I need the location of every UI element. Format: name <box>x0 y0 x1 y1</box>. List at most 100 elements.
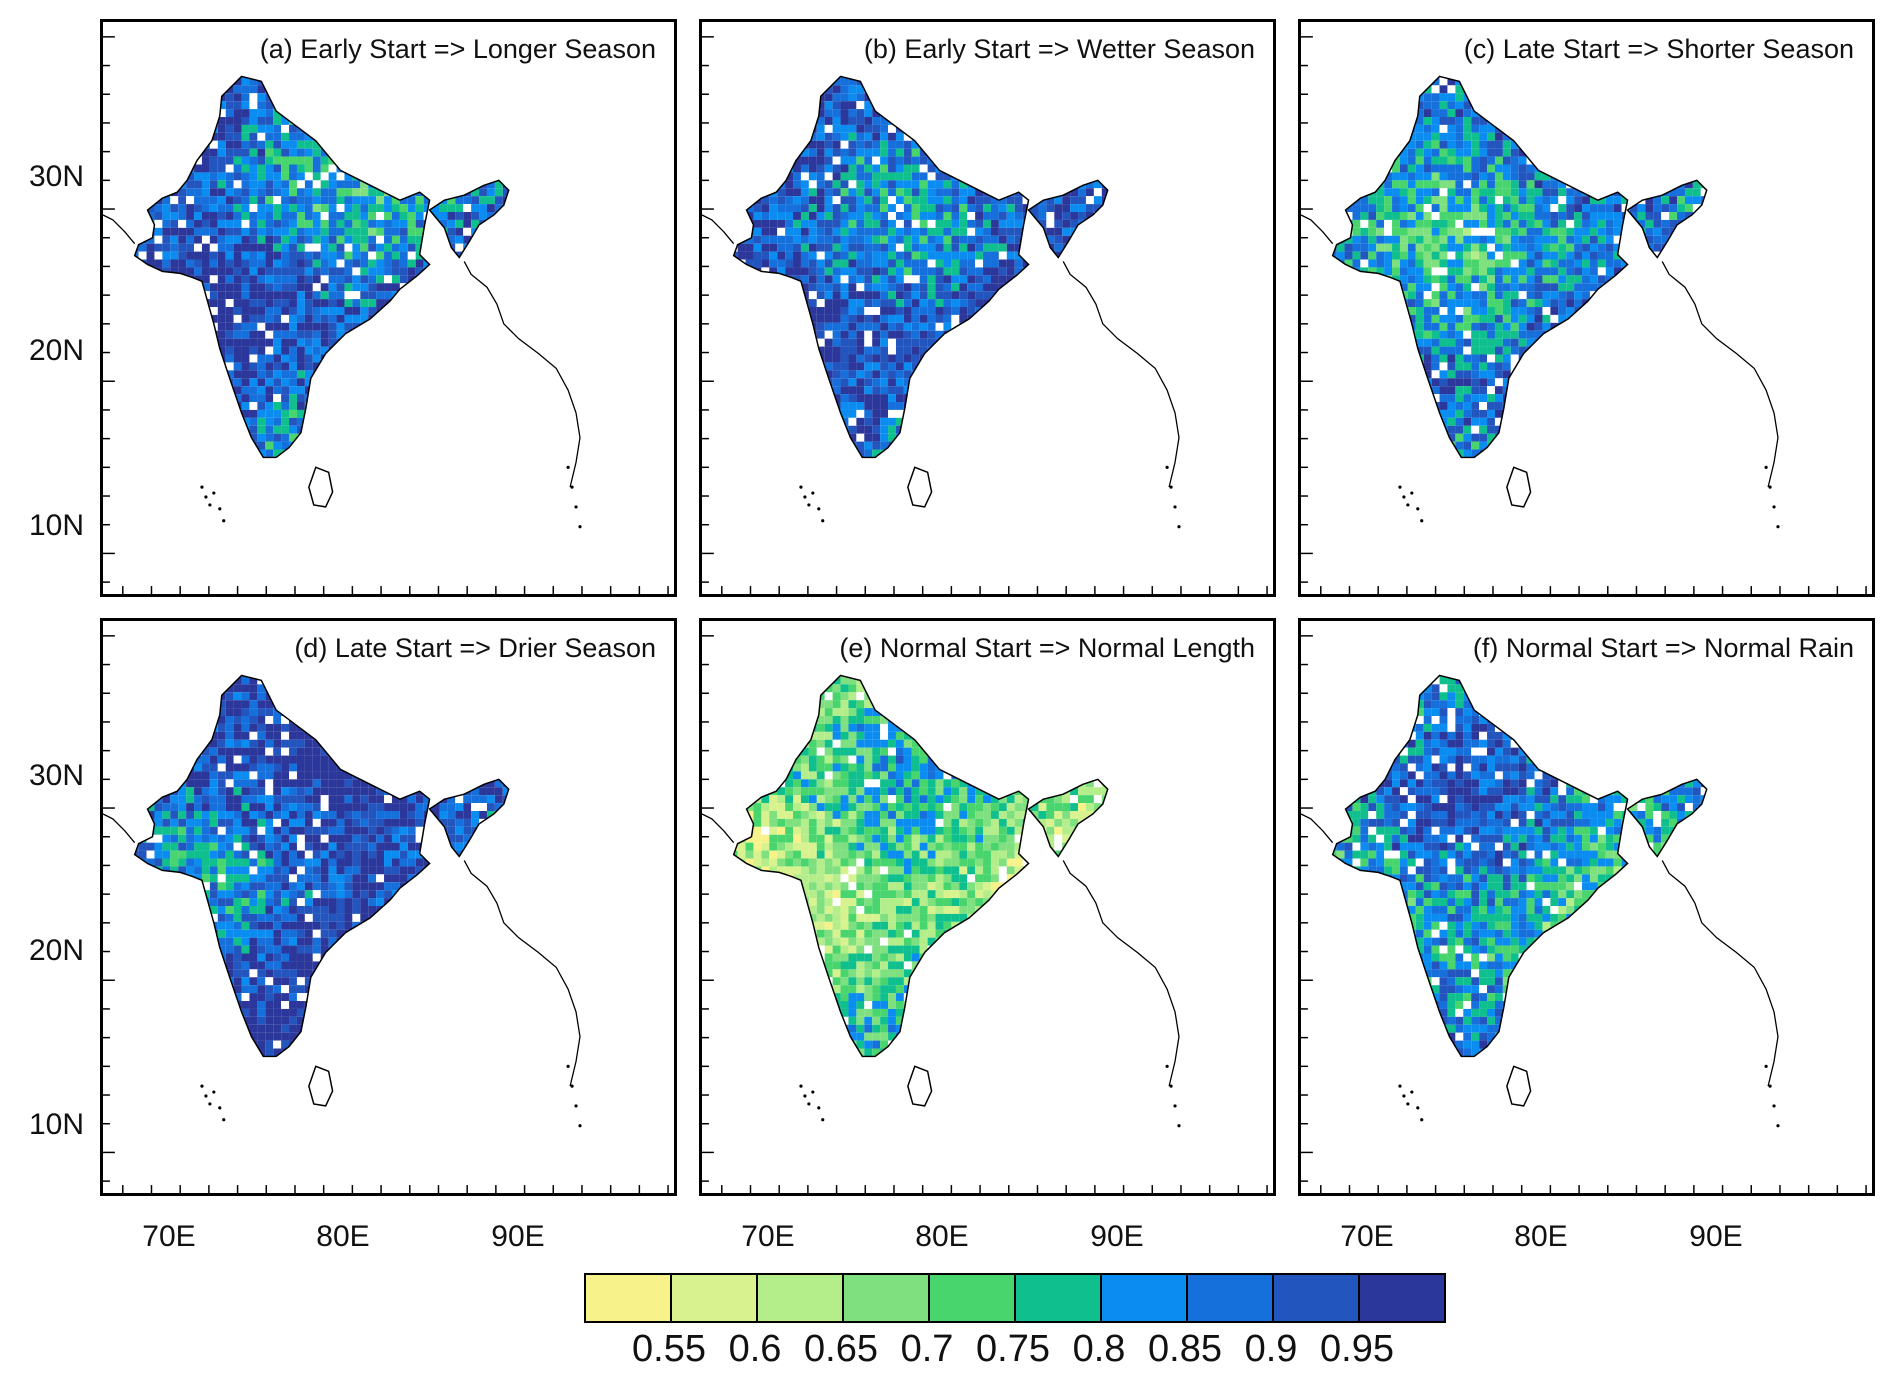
lat-label-20n-bottom: 20N <box>28 934 84 967</box>
colorbar-label-09: 0.9 <box>1244 1328 1298 1370</box>
island <box>1776 1124 1780 1128</box>
india-map-e <box>702 635 1268 1193</box>
coastline <box>308 1065 334 1107</box>
colorbar-cell <box>758 1275 844 1321</box>
island <box>566 1064 570 1068</box>
coastline <box>428 778 510 858</box>
island <box>1177 1124 1181 1128</box>
map-panel-d: (d) Late Start => Drier Season <box>100 618 677 1196</box>
india-map-b <box>702 36 1268 594</box>
probability-field <box>134 675 509 1057</box>
island <box>1165 1064 1169 1068</box>
colorbar-cell <box>930 1275 1016 1321</box>
colorbar-label-06: 0.6 <box>728 1328 782 1370</box>
island <box>566 465 570 469</box>
coastline <box>308 466 334 508</box>
island <box>1398 1084 1402 1088</box>
lat-label-10n-top: 10N <box>28 509 84 542</box>
island <box>218 507 222 511</box>
coastline <box>1506 466 1532 508</box>
probability-field <box>1332 675 1707 1057</box>
island <box>811 491 815 495</box>
island <box>1177 525 1181 529</box>
coastline <box>133 75 431 459</box>
island <box>208 1102 212 1106</box>
map-panel-f: (f) Normal Start => Normal Rain <box>1298 618 1875 1196</box>
island <box>1410 491 1414 495</box>
panel-title-d: (d) Late Start => Drier Season <box>294 633 656 663</box>
colorbar-label-085: 0.85 <box>1148 1328 1222 1370</box>
coastline <box>463 860 581 1087</box>
island <box>578 1124 582 1128</box>
lon-label-90e-1: 90E <box>491 1220 545 1253</box>
island <box>218 1106 222 1110</box>
colorbar-cell <box>1188 1275 1274 1321</box>
island <box>570 485 574 489</box>
colorbar-label-095: 0.95 <box>1320 1328 1394 1370</box>
island <box>1420 519 1424 523</box>
island <box>1398 485 1402 489</box>
coastline <box>732 75 1030 459</box>
coastline <box>133 674 431 1058</box>
panel-title-c: (c) Late Start => Shorter Season <box>1463 34 1854 64</box>
colorbar-cell <box>1274 1275 1360 1321</box>
lat-label-30n-bottom: 30N <box>28 759 84 792</box>
coastline <box>103 214 136 245</box>
lon-label-80e-3: 80E <box>1514 1220 1568 1253</box>
island <box>574 505 578 509</box>
colorbar-cell <box>844 1275 930 1321</box>
island <box>1764 1064 1768 1068</box>
island <box>1165 465 1169 469</box>
map-panel-a: (a) Early Start => Longer Season <box>100 19 677 597</box>
map-panel-c: (c) Late Start => Shorter Season <box>1298 19 1875 597</box>
colorbar-cell <box>672 1275 758 1321</box>
coastline <box>1661 261 1779 488</box>
map-panel-e: (e) Normal Start => Normal Length <box>699 618 1276 1196</box>
island <box>204 1094 208 1098</box>
island <box>1173 505 1177 509</box>
probability-field <box>733 675 1108 1057</box>
colorbar-cell <box>1360 1275 1444 1321</box>
india-map-c <box>1301 36 1867 594</box>
india-map-a <box>103 36 669 594</box>
island <box>204 495 208 499</box>
lon-label-80e-2: 80E <box>915 1220 969 1253</box>
lat-label-10n-bottom: 10N <box>28 1108 84 1141</box>
island <box>1772 505 1776 509</box>
colorbar-label-07: 0.7 <box>900 1328 954 1370</box>
coastline <box>1062 860 1180 1087</box>
probability-field <box>134 76 509 458</box>
island <box>1402 495 1406 499</box>
island <box>200 1084 204 1088</box>
island <box>817 507 821 511</box>
island <box>1772 1104 1776 1108</box>
coastline <box>1506 1065 1532 1107</box>
coastline <box>702 813 735 844</box>
coastline <box>702 214 735 245</box>
colorbar-label-055: 0.55 <box>632 1328 706 1370</box>
island <box>807 1102 811 1106</box>
island <box>1768 485 1772 489</box>
island <box>799 485 803 489</box>
island <box>1169 1084 1173 1088</box>
coastline <box>1027 179 1109 259</box>
lon-label-70e-2: 70E <box>741 1220 795 1253</box>
panel-title-e: (e) Normal Start => Normal Length <box>839 633 1255 663</box>
island <box>1406 503 1410 507</box>
coastline <box>1301 214 1334 245</box>
island <box>1420 1118 1424 1122</box>
island <box>1768 1084 1772 1088</box>
coastline <box>907 466 933 508</box>
island <box>807 503 811 507</box>
india-map-d <box>103 635 669 1193</box>
colorbar-label-065: 0.65 <box>804 1328 878 1370</box>
island <box>803 1094 807 1098</box>
coastline <box>103 813 136 844</box>
colorbar-cell <box>586 1275 672 1321</box>
map-panel-b: (b) Early Start => Wetter Season <box>699 19 1276 597</box>
island <box>811 1090 815 1094</box>
colorbar-cell <box>1102 1275 1188 1321</box>
lon-label-70e-3: 70E <box>1340 1220 1394 1253</box>
island <box>578 525 582 529</box>
island <box>1406 1102 1410 1106</box>
